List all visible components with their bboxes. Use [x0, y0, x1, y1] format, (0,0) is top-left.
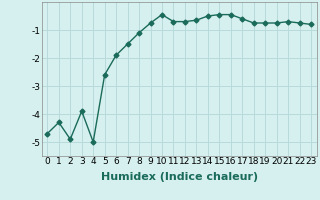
X-axis label: Humidex (Indice chaleur): Humidex (Indice chaleur) — [100, 172, 258, 182]
